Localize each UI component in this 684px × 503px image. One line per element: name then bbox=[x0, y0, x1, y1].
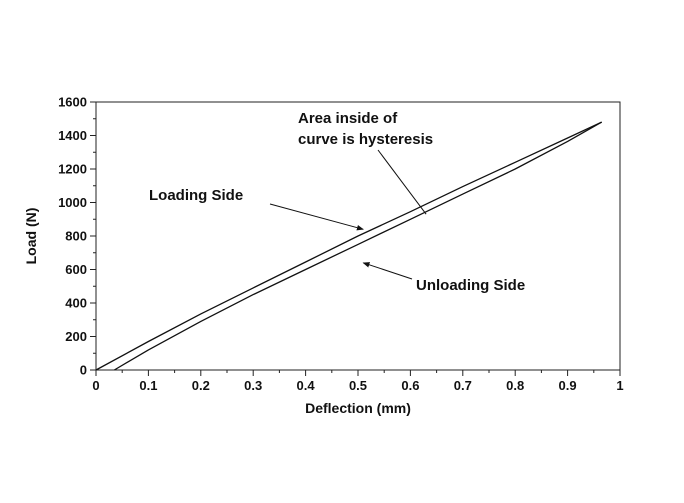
x-tick-label: 0.6 bbox=[401, 378, 419, 393]
y-tick-label: 800 bbox=[65, 229, 87, 244]
y-axis: 0 200 400 600 800 1000 1200 1400 1600 bbox=[58, 95, 96, 378]
y-tick-label: 200 bbox=[65, 329, 87, 344]
x-tick-label: 0.2 bbox=[192, 378, 210, 393]
x-tick-label: 1 bbox=[616, 378, 623, 393]
annotation-text: curve is hysteresis bbox=[298, 131, 433, 148]
annotation-text: Area inside of bbox=[298, 110, 398, 127]
y-tick-label: 1000 bbox=[58, 195, 87, 210]
annotation-text: Unloading Side bbox=[416, 277, 525, 294]
annotation-unloading: Unloading Side bbox=[362, 262, 525, 294]
y-tick-label: 600 bbox=[65, 262, 87, 277]
x-tick-label: 0.7 bbox=[454, 378, 472, 393]
x-tick-label: 0.1 bbox=[139, 378, 157, 393]
annotations: Area inside of curve is hysteresis Loading… bbox=[149, 110, 525, 294]
annotation-loading: Loading Side bbox=[149, 187, 364, 231]
loading-curve bbox=[95, 121, 602, 371]
x-tick-label: 0.5 bbox=[349, 378, 367, 393]
annotation-area: Area inside of curve is hysteresis bbox=[298, 110, 433, 215]
y-tick-label: 1600 bbox=[58, 95, 87, 110]
y-tick-label: 0 bbox=[80, 363, 87, 378]
x-tick-label: 0.4 bbox=[297, 378, 316, 393]
x-tick-label: 0.3 bbox=[244, 378, 262, 393]
x-axis-title: Deflection (mm) bbox=[305, 400, 411, 416]
y-tick-label: 1400 bbox=[58, 128, 87, 143]
y-tick-label: 400 bbox=[65, 296, 87, 311]
annotation-arrow bbox=[269, 203, 364, 231]
x-tick-label: 0 bbox=[92, 378, 99, 393]
annotation-text: Loading Side bbox=[149, 187, 243, 204]
x-tick-label: 0.8 bbox=[506, 378, 524, 393]
annotation-arrow bbox=[362, 262, 413, 280]
x-tick-label: 0.9 bbox=[559, 378, 577, 393]
annotation-leader bbox=[377, 149, 427, 215]
y-axis-title: Load (N) bbox=[23, 208, 39, 265]
y-tick-label: 1200 bbox=[58, 162, 87, 177]
series-layer bbox=[95, 121, 603, 371]
unloading-curve bbox=[113, 121, 603, 371]
x-axis: 0 0.1 0.2 0.3 0.4 0.5 0.6 0.7 0.8 0.9 1 bbox=[92, 370, 624, 393]
